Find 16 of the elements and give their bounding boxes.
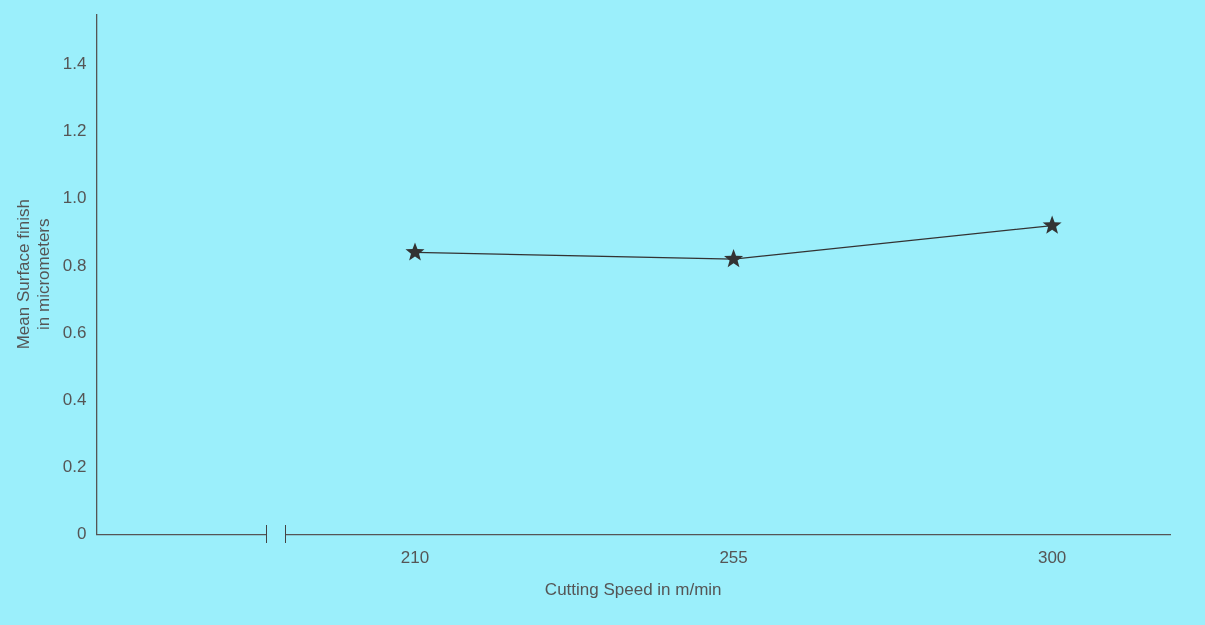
y-tick-label: 0.8 [62,255,87,275]
x-tick-label: 210 [400,548,430,568]
y-tick-label: 1.2 [62,121,87,141]
y-tick-label: 0.2 [62,456,87,476]
x-tick-label: 255 [719,548,748,568]
x-tick-label: 300 [1037,548,1067,568]
y-tick-label: 0.6 [62,322,87,342]
y-tick-label: 0.4 [62,389,87,409]
point [724,249,744,268]
y-tick-label: 0 [76,523,87,543]
point [1042,215,1062,234]
x-axis-title: Cutting Speed in m/min [544,580,722,600]
y-axis-title: Mean Surface finish in micrometers [13,199,54,350]
y-tick-label: 1.4 [62,54,87,74]
point [405,242,425,261]
y-tick-label: 1.0 [62,188,87,208]
